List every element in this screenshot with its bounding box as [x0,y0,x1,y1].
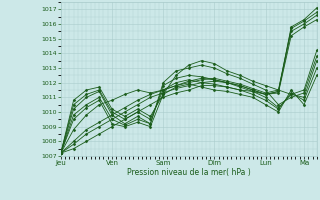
X-axis label: Pression niveau de la mer( hPa ): Pression niveau de la mer( hPa ) [127,168,251,177]
